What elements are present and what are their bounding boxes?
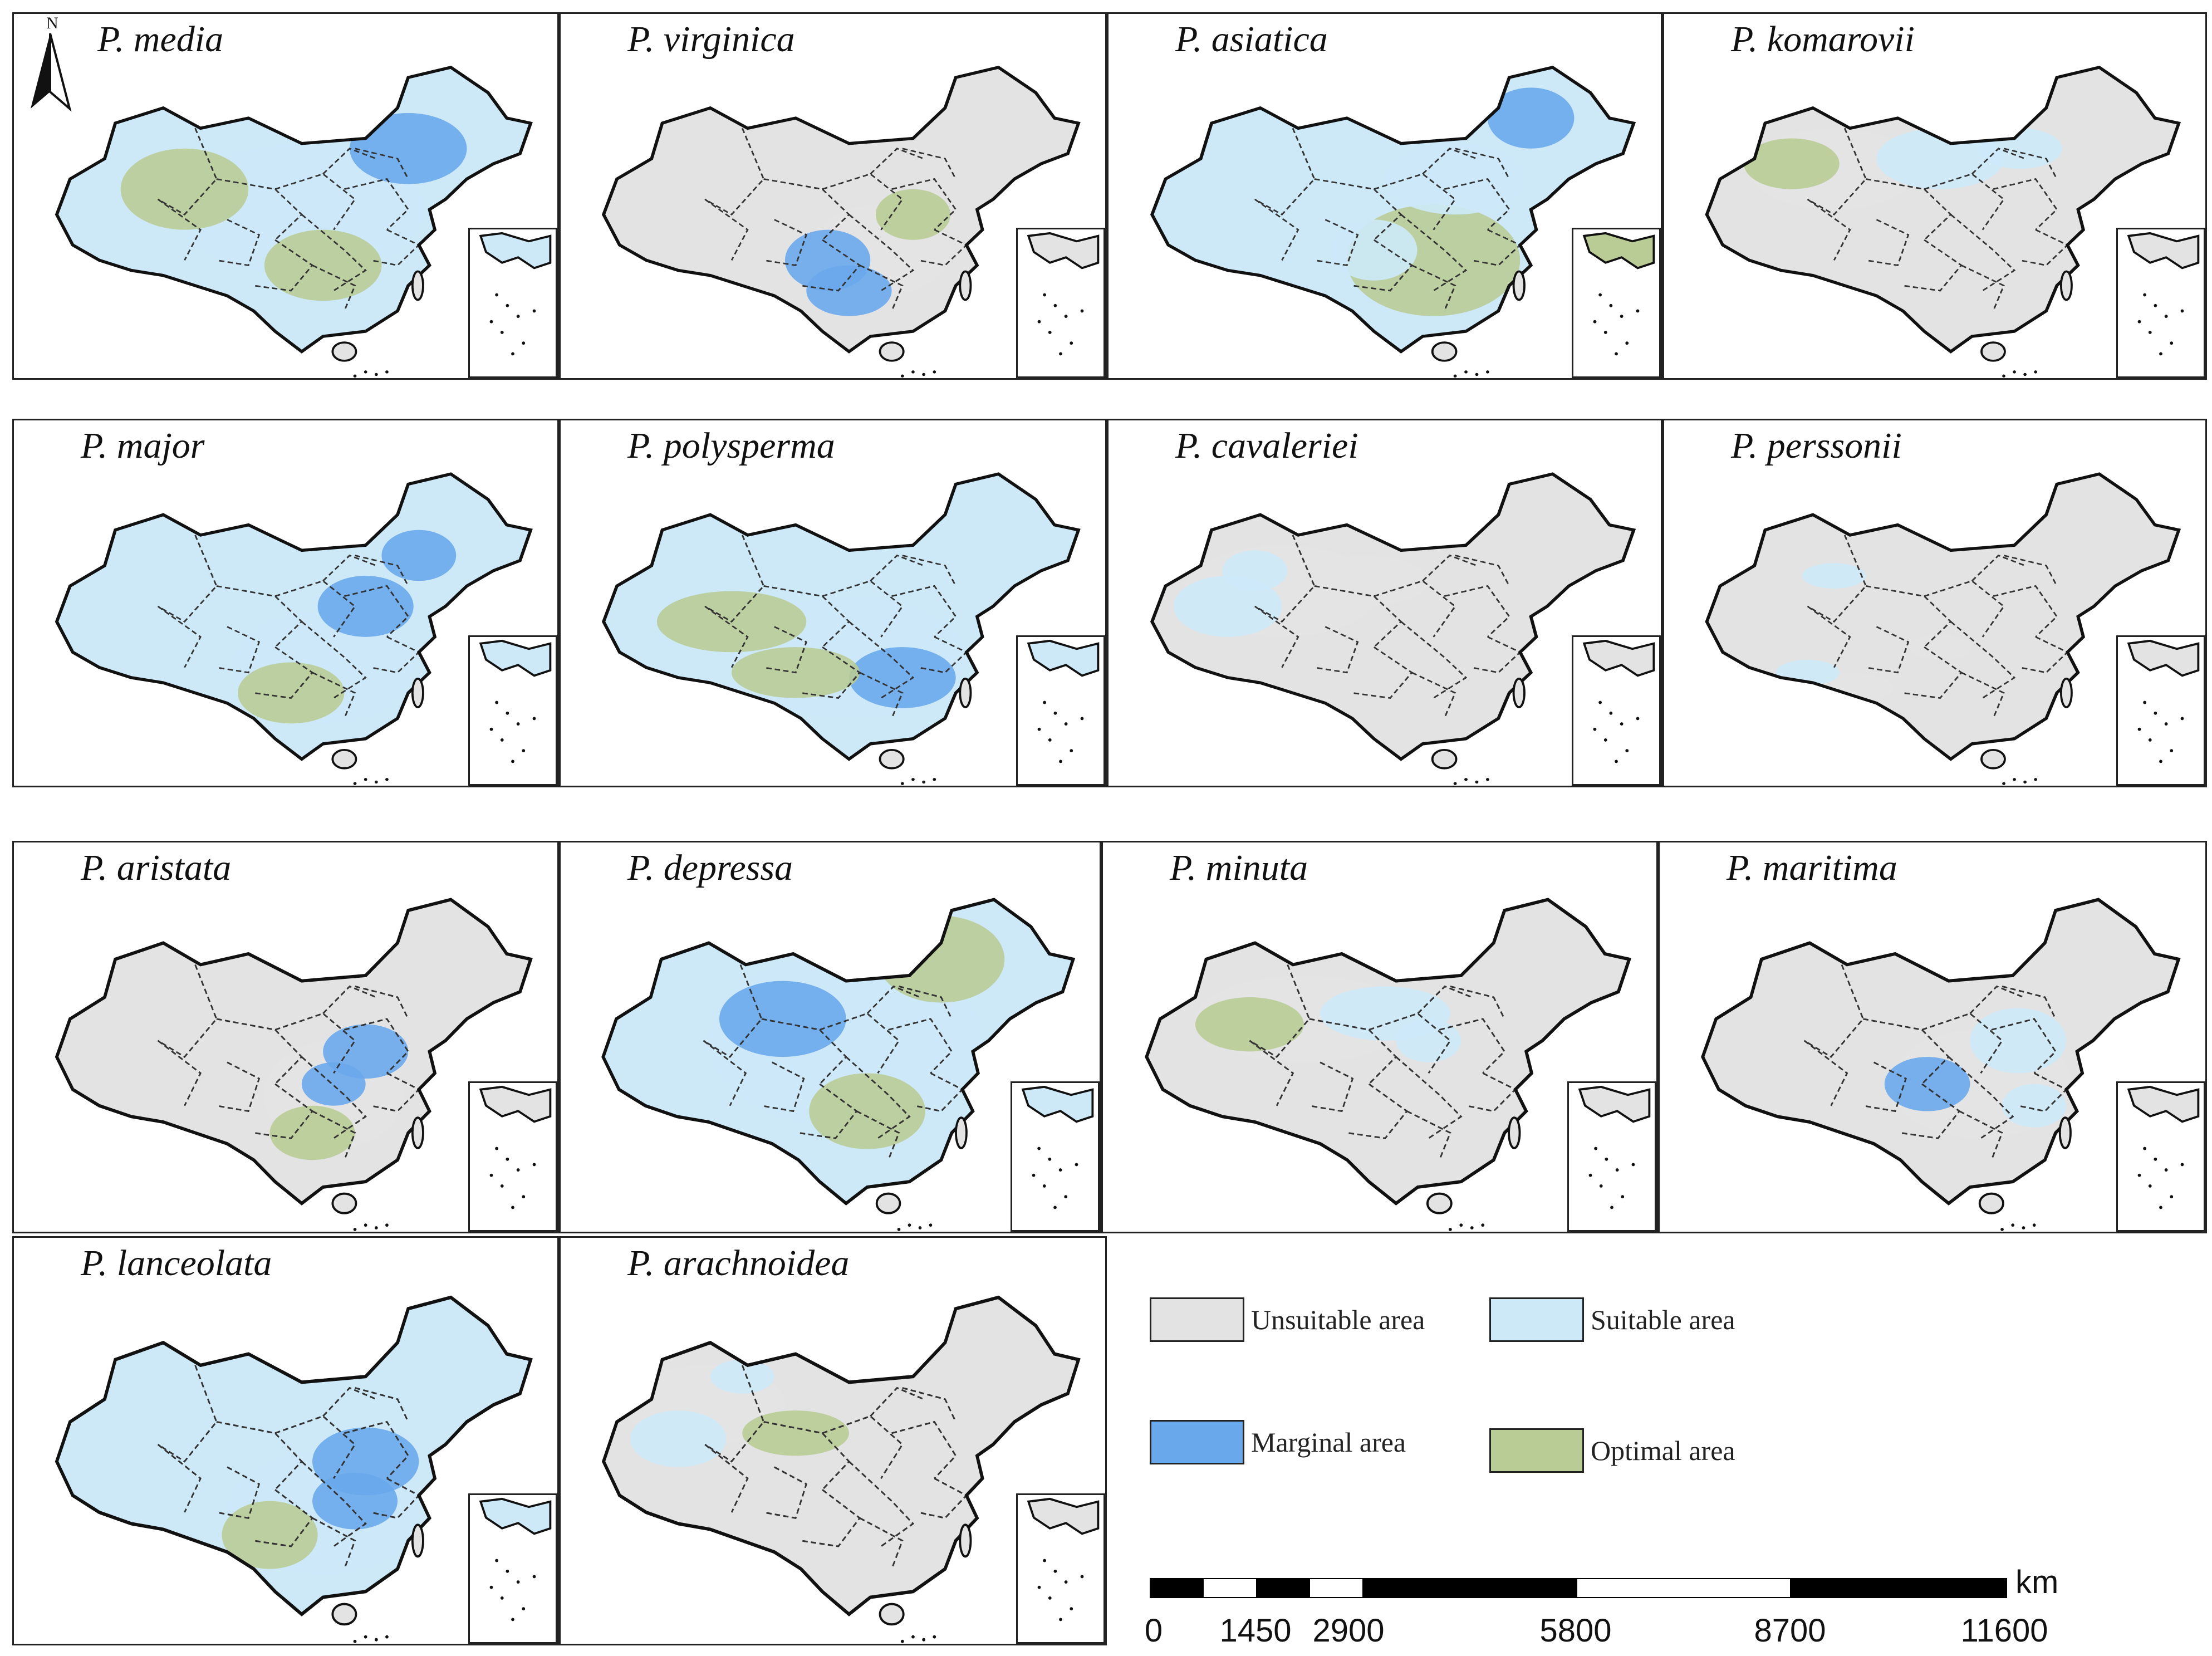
map-panel: P. arachnoidea xyxy=(559,1236,1107,1645)
north-label: N xyxy=(46,14,58,32)
map-panel: P. komarovii xyxy=(1662,12,2207,380)
south-china-sea-inset xyxy=(1011,1081,1100,1232)
legend: Unsuitable area Suitable area Marginal a… xyxy=(1136,1253,2194,1643)
north-arrow-icon xyxy=(31,33,72,112)
south-china-sea-inset xyxy=(1016,228,1105,378)
legend-swatch xyxy=(1150,1420,1244,1464)
south-china-sea-inset xyxy=(1567,1081,1656,1232)
scale-bar-segment xyxy=(1203,1579,1257,1597)
legend-item-unsuitable: Unsuitable area xyxy=(1150,1297,1425,1342)
legend-label: Unsuitable area xyxy=(1251,1304,1425,1335)
species-title: P. major xyxy=(81,425,205,466)
scale-bar-segment xyxy=(1310,1579,1364,1597)
south-china-sea-inset xyxy=(468,1493,557,1644)
scale-bar-segment xyxy=(1257,1579,1311,1597)
species-title: P. cavaleriei xyxy=(1175,425,1358,466)
scale-bar-unit: km xyxy=(2015,1564,2059,1600)
scale-bar-tick-label: 0 xyxy=(1144,1613,1163,1649)
map-panel: P. cavaleriei xyxy=(1107,419,1662,787)
scale-bar-tick-label: 8700 xyxy=(1754,1613,1826,1649)
species-title: P. asiatica xyxy=(1175,19,1328,60)
map-panel: P. media xyxy=(12,12,559,380)
map-panel: P. virginica xyxy=(559,12,1107,380)
south-china-sea-inset xyxy=(1016,1493,1105,1644)
south-china-sea-inset xyxy=(2116,1081,2205,1232)
species-title: P. minuta xyxy=(1170,847,1308,888)
south-china-sea-inset xyxy=(1572,635,1661,786)
map-panel: P. aristata xyxy=(12,841,559,1233)
scale-bar-segment xyxy=(1364,1579,1577,1597)
species-title: P. lanceolata xyxy=(81,1243,272,1283)
species-title: P. perssonii xyxy=(1731,425,1902,466)
map-panel: P. perssonii xyxy=(1662,419,2207,787)
legend-label: Optimal area xyxy=(1591,1435,1735,1466)
south-china-sea-inset xyxy=(2116,635,2205,786)
south-china-sea-inset xyxy=(468,228,557,378)
scale-bar-tick-label: 11600 xyxy=(1960,1613,2048,1649)
map-panel: P. maritima xyxy=(1658,841,2207,1233)
species-title: P. virginica xyxy=(627,19,795,60)
species-title: P. aristata xyxy=(81,847,232,888)
species-title: P. media xyxy=(97,19,224,60)
south-china-sea-inset xyxy=(1016,635,1105,786)
legend-label: Suitable area xyxy=(1591,1304,1735,1335)
map-panel: P. polysperma xyxy=(559,419,1107,787)
legend-swatch xyxy=(1150,1297,1244,1342)
legend-swatch xyxy=(1489,1428,1584,1473)
map-panel: P. major xyxy=(12,419,559,787)
scale-bar-segment xyxy=(1577,1579,1791,1597)
legend-item-suitable: Suitable area xyxy=(1489,1297,1735,1342)
species-title: P. komarovii xyxy=(1731,19,1915,60)
species-title: P. depressa xyxy=(627,847,793,888)
south-china-sea-inset xyxy=(468,1081,557,1232)
south-china-sea-inset xyxy=(468,635,557,786)
scale-bar xyxy=(1150,1578,2007,1598)
scale-bar-segment xyxy=(1791,1579,2006,1597)
map-panel: P. lanceolata xyxy=(12,1236,559,1645)
legend-item-optimal: Optimal area xyxy=(1489,1428,1735,1473)
scale-bar-tick-label: 1450 xyxy=(1219,1613,1292,1649)
north-arrow: N xyxy=(25,14,75,120)
scale-bar-tick-label: 2900 xyxy=(1312,1613,1385,1649)
south-china-sea-inset xyxy=(1572,228,1661,378)
species-title: P. maritima xyxy=(1727,847,1897,888)
species-title: P. polysperma xyxy=(627,425,835,466)
south-china-sea-inset xyxy=(2116,228,2205,378)
species-title: P. arachnoidea xyxy=(627,1243,850,1283)
legend-item-marginal: Marginal area xyxy=(1150,1420,1406,1464)
legend-label: Marginal area xyxy=(1251,1427,1406,1458)
legend-swatch xyxy=(1489,1297,1584,1342)
scale-bar-segment xyxy=(1151,1579,1204,1597)
map-panel: P. minuta xyxy=(1101,841,1658,1233)
scale-bar-tick-label: 5800 xyxy=(1539,1613,1612,1649)
map-panel: P. asiatica xyxy=(1107,12,1662,380)
map-panel: P. depressa xyxy=(559,841,1101,1233)
